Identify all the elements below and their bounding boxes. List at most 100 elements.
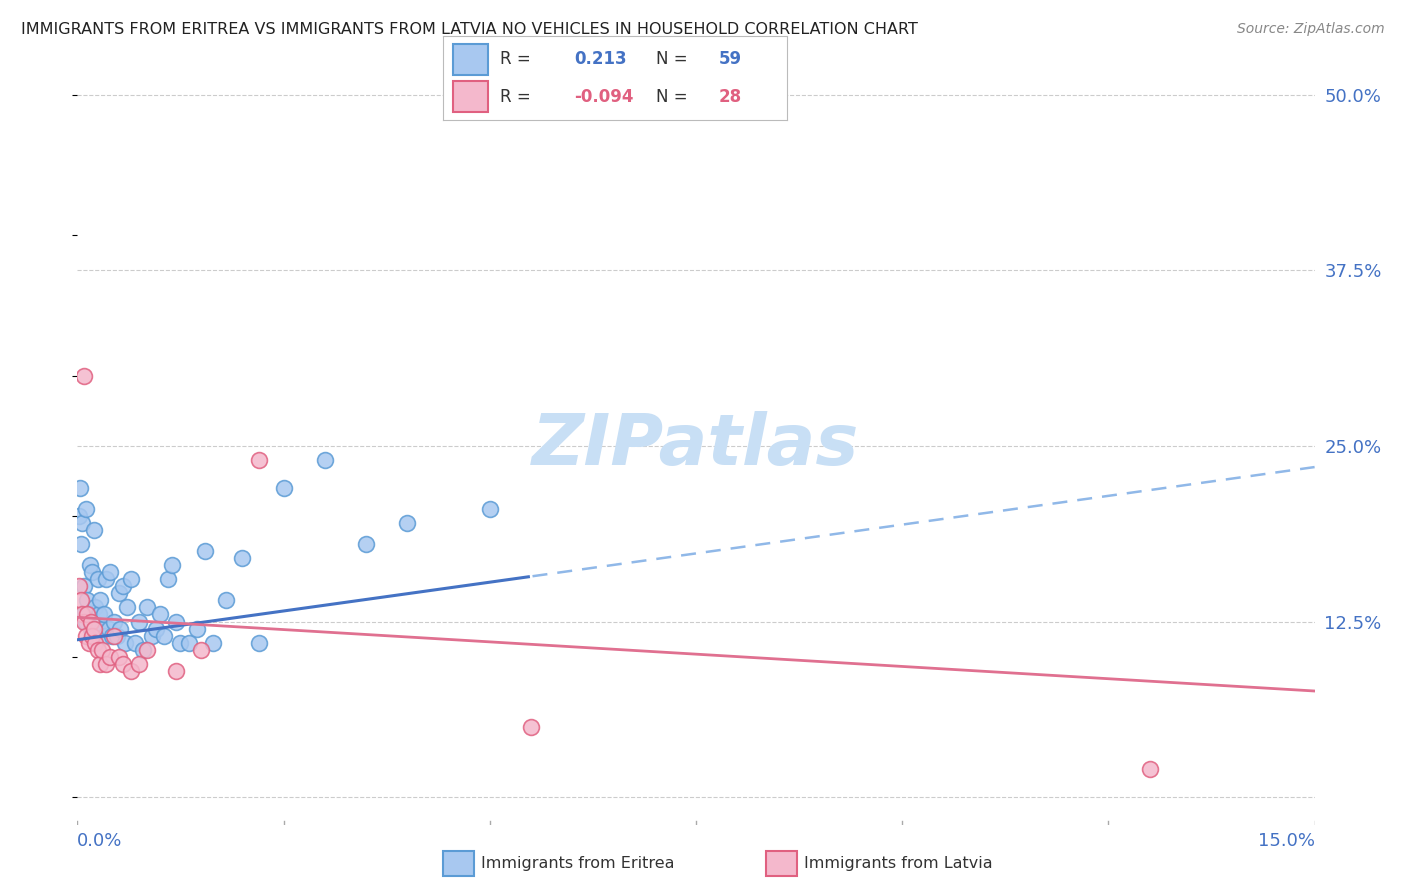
- Point: [96, 657, 118, 671]
- Point: [160, 558, 183, 573]
- Text: 0.0%: 0.0%: [77, 832, 122, 850]
- Point: [231, 551, 253, 566]
- Text: IMMIGRANTS FROM ERITREA VS IMMIGRANTS FROM LATVIA NO VEHICLES IN HOUSEHOLD CORRE: IMMIGRANTS FROM ERITREA VS IMMIGRANTS FR…: [21, 22, 918, 37]
- Point: [84, 600, 107, 615]
- Point: [247, 453, 270, 467]
- Point: [75, 615, 97, 629]
- Point: [82, 566, 104, 580]
- Point: [67, 509, 90, 524]
- Point: [136, 600, 159, 615]
- Text: No Vehicles in Household: No Vehicles in Household: [0, 341, 4, 551]
- Point: [107, 649, 129, 664]
- Point: [215, 593, 238, 607]
- Point: [107, 586, 129, 600]
- Point: [103, 615, 125, 629]
- Point: [520, 720, 543, 734]
- Text: Source: ZipAtlas.com: Source: ZipAtlas.com: [1237, 22, 1385, 37]
- Text: -0.094: -0.094: [574, 87, 633, 105]
- Bar: [453, 81, 488, 112]
- Point: [75, 502, 97, 516]
- Text: R =: R =: [499, 51, 530, 69]
- Point: [84, 635, 107, 649]
- Text: N =: N =: [657, 51, 688, 69]
- Point: [87, 642, 110, 657]
- Point: [75, 629, 97, 643]
- Point: [77, 607, 100, 622]
- Point: [105, 629, 128, 643]
- Point: [110, 622, 132, 636]
- Point: [93, 607, 115, 622]
- Point: [83, 622, 105, 636]
- Text: ZIPatlas: ZIPatlas: [533, 411, 859, 481]
- Point: [120, 664, 142, 678]
- Point: [273, 481, 295, 495]
- Point: [77, 635, 100, 649]
- Point: [157, 573, 180, 587]
- Text: 28: 28: [718, 87, 741, 105]
- Text: Immigrants from Eritrea: Immigrants from Eritrea: [481, 856, 675, 871]
- Point: [76, 607, 98, 622]
- Point: [141, 629, 163, 643]
- Point: [177, 635, 200, 649]
- Point: [169, 635, 191, 649]
- Point: [96, 573, 118, 587]
- Point: [91, 642, 114, 657]
- Point: [70, 537, 93, 551]
- Point: [202, 635, 225, 649]
- Point: [128, 657, 150, 671]
- Point: [247, 635, 270, 649]
- Point: [72, 607, 94, 622]
- Point: [86, 622, 108, 636]
- Point: [79, 558, 101, 573]
- Point: [314, 453, 336, 467]
- Point: [194, 544, 217, 558]
- Point: [83, 615, 105, 629]
- Point: [91, 622, 114, 636]
- Point: [115, 600, 138, 615]
- Point: [103, 629, 125, 643]
- Point: [79, 615, 101, 629]
- Point: [76, 593, 98, 607]
- Point: [94, 629, 117, 643]
- Point: [89, 657, 111, 671]
- Point: [111, 657, 134, 671]
- Point: [83, 523, 105, 537]
- Point: [120, 573, 142, 587]
- Point: [111, 579, 134, 593]
- Point: [69, 481, 91, 495]
- Point: [79, 622, 101, 636]
- Point: [186, 622, 208, 636]
- Point: [153, 629, 176, 643]
- Point: [128, 615, 150, 629]
- Point: [396, 516, 419, 531]
- Point: [101, 629, 124, 643]
- Point: [73, 615, 96, 629]
- Point: [89, 593, 111, 607]
- Point: [82, 629, 104, 643]
- Point: [149, 607, 172, 622]
- Point: [97, 622, 120, 636]
- Point: [165, 664, 187, 678]
- Point: [98, 566, 121, 580]
- Point: [73, 579, 96, 593]
- Point: [73, 607, 96, 622]
- Point: [132, 642, 155, 657]
- Text: N =: N =: [657, 87, 688, 105]
- Point: [136, 642, 159, 657]
- Text: 15.0%: 15.0%: [1257, 832, 1315, 850]
- Point: [190, 642, 212, 657]
- Point: [67, 579, 90, 593]
- Text: R =: R =: [499, 87, 530, 105]
- Point: [145, 622, 167, 636]
- Point: [87, 607, 110, 622]
- Point: [73, 368, 96, 383]
- Point: [124, 635, 146, 649]
- Point: [72, 516, 94, 531]
- Point: [98, 649, 121, 664]
- Point: [478, 502, 501, 516]
- Point: [354, 537, 377, 551]
- Point: [69, 593, 91, 607]
- Text: 59: 59: [718, 51, 741, 69]
- Point: [1139, 762, 1161, 776]
- Point: [87, 573, 110, 587]
